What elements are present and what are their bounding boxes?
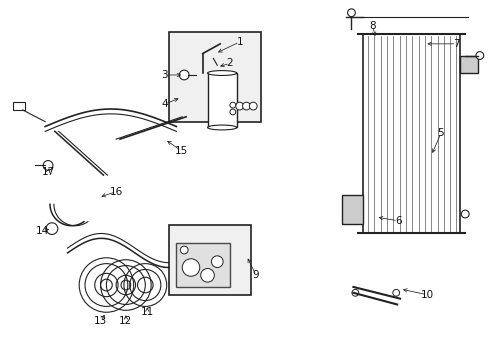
- FancyBboxPatch shape: [168, 32, 261, 122]
- Circle shape: [392, 289, 399, 296]
- Circle shape: [229, 102, 235, 108]
- Text: 8: 8: [369, 21, 375, 31]
- Circle shape: [460, 210, 468, 218]
- Text: 15: 15: [174, 146, 187, 156]
- Text: 7: 7: [452, 39, 459, 49]
- Text: 10: 10: [420, 290, 433, 300]
- Text: 3: 3: [161, 70, 168, 80]
- Text: 5: 5: [437, 128, 443, 138]
- Ellipse shape: [207, 125, 236, 130]
- Circle shape: [179, 70, 189, 80]
- Circle shape: [201, 269, 214, 282]
- Bar: [459, 55, 477, 73]
- Circle shape: [43, 161, 53, 170]
- Bar: [13, 102, 25, 110]
- Circle shape: [347, 9, 355, 17]
- Circle shape: [229, 109, 235, 115]
- Bar: [363, 34, 459, 234]
- Text: 4: 4: [161, 99, 168, 109]
- Circle shape: [475, 51, 483, 59]
- Text: 16: 16: [109, 187, 122, 197]
- Text: 11: 11: [141, 307, 154, 317]
- FancyBboxPatch shape: [168, 225, 251, 295]
- Text: 2: 2: [226, 58, 233, 68]
- Bar: [341, 195, 363, 224]
- Text: 17: 17: [41, 167, 55, 177]
- Circle shape: [182, 259, 200, 276]
- Text: 12: 12: [119, 316, 132, 326]
- Text: 13: 13: [94, 316, 107, 326]
- Bar: [207, 73, 236, 127]
- Text: 14: 14: [36, 226, 49, 235]
- Circle shape: [235, 102, 243, 110]
- Text: 1: 1: [236, 37, 243, 47]
- Bar: [176, 243, 229, 287]
- Circle shape: [46, 223, 58, 234]
- Text: 6: 6: [394, 216, 401, 226]
- Circle shape: [180, 246, 188, 254]
- Circle shape: [211, 256, 223, 267]
- Circle shape: [249, 102, 257, 110]
- Circle shape: [242, 102, 250, 110]
- Ellipse shape: [207, 71, 236, 76]
- Text: 9: 9: [252, 270, 259, 280]
- Circle shape: [351, 289, 358, 296]
